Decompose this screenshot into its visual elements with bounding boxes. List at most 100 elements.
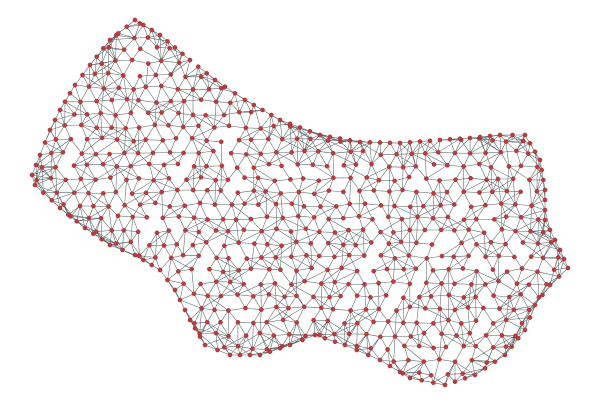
graph-node [204,138,209,143]
graph-node [247,352,253,358]
graph-node [195,64,201,69]
graph-node [183,74,188,80]
graph-node [122,150,127,156]
graph-node [451,254,457,260]
graph-node [452,281,457,287]
graph-node [109,125,114,130]
graph-node [424,256,430,261]
graph-node [461,217,467,222]
graph-node [407,227,413,233]
graph-node [109,228,114,233]
graph-node [113,241,119,246]
graph-node [91,231,96,236]
graph-node [167,45,172,51]
graph-node [243,333,249,338]
graph-node [414,320,420,326]
graph-node [149,262,154,268]
graph-node [84,112,90,117]
graph-node [167,204,172,209]
graph-node [213,330,219,336]
graph-node [355,320,360,326]
graph-node [182,228,188,233]
graph-node [226,333,231,339]
graph-node [124,177,129,183]
graph-node [101,190,106,196]
graph-node [107,242,113,248]
graph-node [204,319,210,325]
graph-node [99,135,105,141]
graph-node [54,190,60,195]
graph-node [406,174,412,180]
graph-node [273,255,279,260]
graph-node [482,365,488,371]
graph-node [273,201,279,207]
graph-node [528,228,533,234]
graph-node [438,227,444,233]
graph-node [311,215,317,220]
graph-node [166,123,171,128]
graph-node [309,265,314,271]
graph-node [218,139,224,145]
graph-node [205,217,210,222]
graph-node [431,321,436,326]
graph-node [136,176,142,181]
graph-node [159,189,165,195]
graph-node [218,188,223,193]
graph-node [490,321,496,326]
graph-node [413,266,419,272]
graph-node [62,123,67,128]
graph-node [63,177,68,183]
graph-node [251,188,257,193]
graph-node [420,203,426,209]
graph-node [67,91,73,96]
graph-node [522,132,528,138]
graph-node [100,161,106,167]
graph-node [474,268,479,274]
graph-node [222,243,227,249]
graph-node [175,86,181,92]
graph-node [541,230,546,235]
graph-node [242,201,247,206]
graph-node [258,282,264,287]
graph-node [466,227,472,232]
graph-node [106,204,111,209]
graph-node [419,377,425,383]
graph-node [71,163,77,168]
graph-node [205,293,210,299]
graph-node [149,27,154,33]
graph-node [495,176,501,182]
graph-node [400,187,405,193]
graph-node [159,110,164,115]
graph-node [294,268,299,274]
graph-node [79,122,84,128]
graph-node [437,137,443,143]
graph-node [387,140,393,146]
graph-node [513,228,518,234]
graph-node [473,294,478,300]
graph-node [174,242,180,247]
graph-node [503,344,509,350]
graph-node [175,161,181,167]
graph-node [356,214,362,219]
graph-node [315,148,321,154]
graph-node [413,163,419,169]
graph-node [128,239,134,245]
graph-node [86,84,92,89]
graph-node [166,228,172,233]
graph-node [237,352,243,358]
graph-node [280,317,286,323]
graph-node [147,242,152,248]
graph-node [288,229,294,234]
graph-node [406,253,412,258]
graph-node [452,150,458,156]
graph-node [430,380,436,386]
graph-node [113,113,118,118]
graph-node [547,227,553,233]
graph-node [457,136,463,141]
graph-node [326,216,332,222]
graph-node [377,140,383,145]
graph-node [407,204,413,210]
graph-node [362,281,367,287]
graph-node [400,320,406,326]
